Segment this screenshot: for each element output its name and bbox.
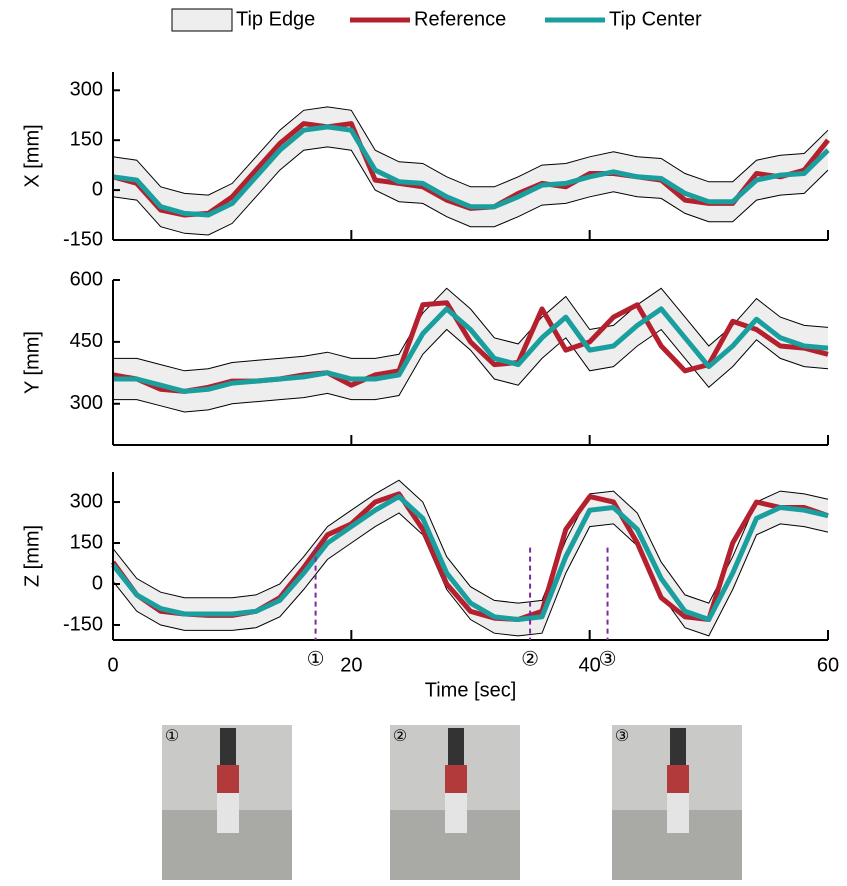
photo-label: ① — [165, 728, 179, 745]
photo-arm-red — [667, 765, 689, 793]
plot — [112, 287, 829, 413]
photo-arm-spring — [667, 793, 689, 833]
photo-arm-top — [448, 728, 464, 765]
x-tick-label: 40 — [579, 654, 601, 676]
y-tick-label: 300 — [70, 490, 103, 512]
plot — [110, 479, 829, 637]
band-edge — [112, 512, 829, 637]
x-tick-label: 60 — [817, 654, 839, 676]
legend-swatch — [171, 8, 233, 32]
legend-label: Reference — [414, 8, 506, 30]
y-tick-label: 600 — [70, 268, 103, 290]
photo-arm-red — [445, 765, 467, 793]
band-edge — [112, 479, 829, 604]
x-axis-label: Time [sec] — [425, 679, 517, 701]
photo-arm-top — [220, 728, 236, 765]
marker-label: ② — [521, 648, 539, 670]
y-tick-label: 300 — [70, 392, 103, 414]
plot — [112, 106, 830, 236]
legend-label: Tip Center — [609, 8, 702, 30]
photo-arm-red — [217, 765, 239, 793]
band-edge — [113, 287, 829, 372]
band — [113, 106, 828, 236]
y-tick-label: 150 — [70, 531, 103, 553]
y-tick-label: 450 — [70, 330, 103, 352]
photo-label: ③ — [615, 728, 629, 745]
band-edge — [112, 106, 829, 196]
y-tick-label: 150 — [70, 128, 103, 150]
y-tick-label: 300 — [70, 79, 103, 101]
y-tick-label: 0 — [92, 178, 103, 200]
marker-label: ① — [307, 648, 325, 670]
x-tick-label: 0 — [107, 654, 118, 676]
legend-label: Tip Edge — [236, 8, 315, 30]
series-line — [111, 494, 829, 622]
band-edge — [113, 328, 829, 413]
y-tick-label: 0 — [92, 572, 103, 594]
y-tick-label: -150 — [63, 613, 103, 635]
photo-arm-spring — [217, 793, 239, 833]
series-line — [113, 306, 829, 394]
y-tick-label: -150 — [63, 228, 103, 250]
band-edge — [112, 146, 829, 236]
photo-label: ② — [393, 728, 407, 745]
photo-arm-spring — [445, 793, 467, 833]
x-tick-label: 20 — [340, 654, 362, 676]
band — [113, 480, 828, 636]
y-axis-label: Z [mm] — [21, 525, 43, 587]
series-line — [112, 124, 830, 218]
y-axis-label: X [mm] — [21, 124, 43, 187]
y-axis-label: Y [mm] — [21, 331, 43, 394]
photo-arm-top — [670, 728, 686, 765]
marker-label: ③ — [599, 648, 617, 670]
